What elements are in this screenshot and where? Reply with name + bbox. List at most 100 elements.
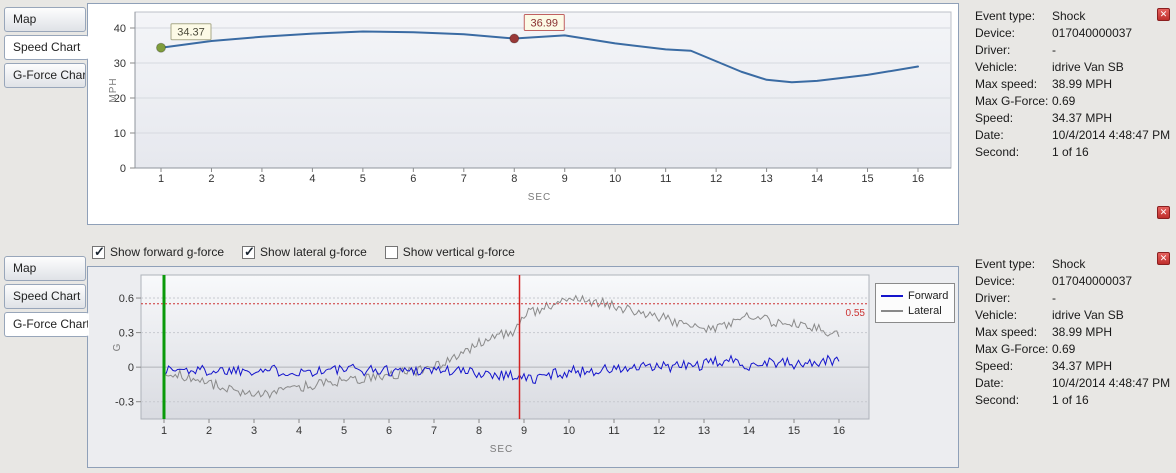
info-value: 10/4/2014 4:48:47 PM <box>1052 376 1171 390</box>
info-row: Max G-Force: 0.69 <box>963 93 1176 110</box>
info-value: - <box>1052 291 1056 305</box>
svg-text:7: 7 <box>431 425 437 437</box>
info-value: 1 of 16 <box>1052 393 1089 407</box>
bottom-tabstrip: Map Speed Chart G-Force Chart <box>4 256 94 340</box>
info-value: 38.99 MPH <box>1052 77 1113 91</box>
svg-text:13: 13 <box>698 425 710 437</box>
checkbox-show-forward-gforce[interactable]: Show forward g-force <box>92 244 224 260</box>
tab-map[interactable]: Map <box>4 7 86 32</box>
info-label: Driver: <box>975 43 1011 57</box>
checkbox-show-lateral-gforce[interactable]: Show lateral g-force <box>242 244 367 260</box>
info-value: idrive Van SB <box>1052 308 1124 322</box>
info-row: Speed: 34.37 MPH <box>963 358 1176 375</box>
svg-text:14: 14 <box>811 173 823 185</box>
speed-chart-box: 0 10 20 30 40 1 2 3 4 5 6 7 8 9 10 11 12 13 14 15 16 34.37 36.… <box>87 3 959 225</box>
svg-text:40: 40 <box>114 23 126 35</box>
svg-text:10: 10 <box>114 128 126 140</box>
close-icon[interactable] <box>1157 206 1170 219</box>
legend-label: Lateral <box>908 304 942 317</box>
event-info-panel-top: Event type: Shock Device: 017040000037 Dri… <box>963 4 1176 228</box>
gforce-options-row: Show forward g-force Show lateral g-forc… <box>92 244 515 260</box>
info-value: - <box>1052 43 1056 57</box>
info-row: Driver: - <box>963 290 1176 307</box>
info-row: Event type: Shock <box>963 8 1176 25</box>
info-label: Date: <box>975 128 1004 142</box>
svg-text:0.3: 0.3 <box>119 328 134 340</box>
info-value: 38.99 MPH <box>1052 325 1113 339</box>
svg-text:20: 20 <box>114 93 126 105</box>
info-value: 10/4/2014 4:48:47 PM <box>1052 128 1171 142</box>
info-row: Second: 1 of 16 <box>963 144 1176 161</box>
svg-text:-0.3: -0.3 <box>115 397 134 409</box>
svg-text:0.6: 0.6 <box>119 293 134 305</box>
info-label: Max G-Force: <box>975 342 1049 356</box>
forward-line-icon <box>881 294 903 297</box>
svg-text:10: 10 <box>609 173 621 185</box>
svg-text:12: 12 <box>710 173 722 185</box>
svg-text:15: 15 <box>861 173 873 185</box>
svg-text:SEC: SEC <box>528 192 552 203</box>
tab-speed-chart[interactable]: Speed Chart <box>4 35 89 60</box>
svg-text:MPH: MPH <box>108 77 119 102</box>
info-value: 0.69 <box>1052 342 1076 356</box>
info-label: Event type: <box>975 9 1036 23</box>
tab-speed-chart[interactable]: Speed Chart <box>4 284 86 309</box>
svg-text:30: 30 <box>114 58 126 70</box>
tab-gforce-chart[interactable]: G-Force Chart <box>4 63 86 88</box>
info-label: Max speed: <box>975 325 1038 339</box>
svg-text:15: 15 <box>788 425 800 437</box>
svg-text:5: 5 <box>341 425 347 437</box>
svg-text:1: 1 <box>161 425 167 437</box>
info-row: Speed: 34.37 MPH <box>963 110 1176 127</box>
info-row: Device: 017040000037 <box>963 25 1176 42</box>
info-label: Max G-Force: <box>975 94 1049 108</box>
svg-text:12: 12 <box>653 425 665 437</box>
info-value: 34.37 MPH <box>1052 111 1113 125</box>
checkbox-label: Show lateral g-force <box>260 245 367 259</box>
svg-text:16: 16 <box>912 173 924 185</box>
info-label: Speed: <box>975 359 1014 373</box>
info-row: Vehicle: idrive Van SB <box>963 307 1176 324</box>
svg-text:34.37: 34.37 <box>177 27 205 39</box>
svg-text:SEC: SEC <box>490 444 514 455</box>
svg-text:2: 2 <box>206 425 212 437</box>
tab-gforce-chart[interactable]: G-Force Chart <box>4 312 89 337</box>
info-label: Vehicle: <box>975 60 1018 74</box>
svg-text:9: 9 <box>521 425 527 437</box>
event-info-panel-bottom: Event type: Shock Device: 017040000037 Dri… <box>963 252 1176 466</box>
tab-map[interactable]: Map <box>4 256 86 281</box>
svg-text:G: G <box>112 343 123 352</box>
top-tabstrip: Map Speed Chart G-Force Chart <box>4 7 94 91</box>
checkbox-icon <box>92 244 105 260</box>
svg-text:10: 10 <box>563 425 575 437</box>
svg-text:2: 2 <box>208 173 214 185</box>
info-value: 34.37 MPH <box>1052 359 1113 373</box>
svg-text:8: 8 <box>476 425 482 437</box>
info-value: 0.69 <box>1052 94 1076 108</box>
info-label: Second: <box>975 393 1020 407</box>
info-value: Shock <box>1052 9 1086 23</box>
info-row: Max speed: 38.99 MPH <box>963 76 1176 93</box>
svg-text:4: 4 <box>296 425 302 437</box>
lateral-line-icon <box>881 309 903 312</box>
info-row: Event type: Shock <box>963 256 1176 273</box>
info-row: Max G-Force: 0.69 <box>963 341 1176 358</box>
svg-text:11: 11 <box>608 425 619 437</box>
info-label: Date: <box>975 376 1004 390</box>
close-icon[interactable] <box>1157 8 1170 21</box>
info-row: Date: 10/4/2014 4:48:47 PM <box>963 127 1176 144</box>
svg-text:5: 5 <box>360 173 366 185</box>
checkbox-show-vertical-gforce[interactable]: Show vertical g-force <box>384 245 515 259</box>
legend-item-lateral: Lateral <box>881 303 949 318</box>
gforce-chart[interactable]: -0.300.30.61 2 3 4 5 6 7 8 9 10 11 12 13 14 15 160.55SE… <box>88 267 958 467</box>
info-row: Second: 1 of 16 <box>963 392 1176 409</box>
close-icon[interactable] <box>1157 252 1170 265</box>
info-label: Speed: <box>975 111 1014 125</box>
info-label: Max speed: <box>975 77 1038 91</box>
svg-text:8: 8 <box>511 173 517 185</box>
checkbox-icon <box>242 244 256 260</box>
svg-text:9: 9 <box>562 173 568 185</box>
info-label: Vehicle: <box>975 308 1018 322</box>
info-label: Event type: <box>975 257 1036 271</box>
